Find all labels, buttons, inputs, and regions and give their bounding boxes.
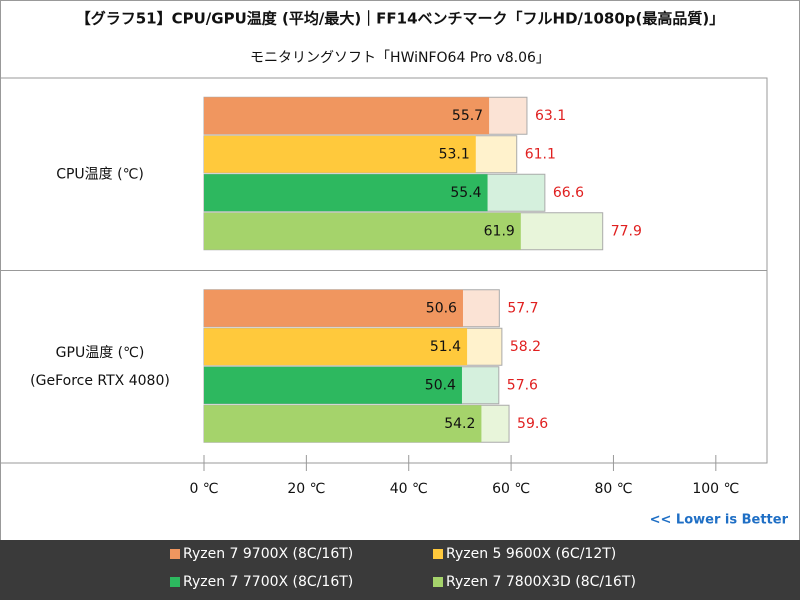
annotation: << Lower is Better [650, 513, 789, 528]
value-label: 55.4 [450, 185, 481, 201]
legend-label: Ryzen 7 7700X (8C/16T) [183, 574, 353, 590]
max-value-label: 77.9 [611, 223, 642, 239]
x-tick-label: 0 ℃ [189, 481, 218, 497]
bar [204, 289, 463, 327]
max-value-label: 63.1 [535, 108, 566, 124]
chart-title: 【グラフ51】CPU/GPU温度 (平均/最大)｜FF14ベンチマーク「フルHD… [76, 10, 724, 28]
legend-label: Ryzen 7 9700X (8C/16T) [183, 546, 353, 562]
max-value-label: 61.1 [525, 146, 556, 162]
max-value-label: 58.2 [510, 339, 541, 355]
value-label: 50.4 [425, 377, 456, 393]
bar [204, 135, 476, 173]
value-label: 61.9 [484, 223, 515, 239]
x-tick-label: 100 ℃ [692, 481, 739, 497]
legend-swatch [433, 577, 443, 587]
category-label: CPU温度 (℃) [56, 166, 144, 182]
bar [204, 97, 490, 135]
legend-label: Ryzen 5 9600X (6C/12T) [446, 546, 616, 562]
bar [204, 405, 482, 443]
legend-label: Ryzen 7 7800X3D (8C/16T) [446, 574, 636, 590]
legend-swatch [433, 549, 443, 559]
bar [204, 174, 488, 212]
category-label: GPU温度 (℃) [56, 345, 145, 361]
max-value-label: 66.6 [553, 185, 584, 201]
value-label: 53.1 [439, 146, 470, 162]
bar [204, 328, 468, 366]
max-value-label: 59.6 [517, 416, 548, 432]
x-tick-label: 80 ℃ [594, 481, 632, 497]
x-tick-label: 20 ℃ [287, 481, 325, 497]
value-label: 51.4 [430, 339, 461, 355]
legend-background [0, 540, 800, 600]
max-value-label: 57.6 [507, 377, 538, 393]
category-label: (GeForce RTX 4080) [30, 373, 170, 389]
max-value-label: 57.7 [507, 300, 538, 316]
x-tick-label: 60 ℃ [492, 481, 530, 497]
bar [204, 366, 462, 404]
bar [204, 212, 521, 250]
legend-swatch [170, 577, 180, 587]
value-label: 54.2 [444, 416, 475, 432]
chart-subtitle: モニタリングソフト「HWiNFO64 Pro v8.06」 [250, 50, 550, 66]
value-label: 50.6 [426, 300, 457, 316]
value-label: 55.7 [452, 108, 483, 124]
x-tick-label: 40 ℃ [390, 481, 428, 497]
legend-swatch [170, 549, 180, 559]
